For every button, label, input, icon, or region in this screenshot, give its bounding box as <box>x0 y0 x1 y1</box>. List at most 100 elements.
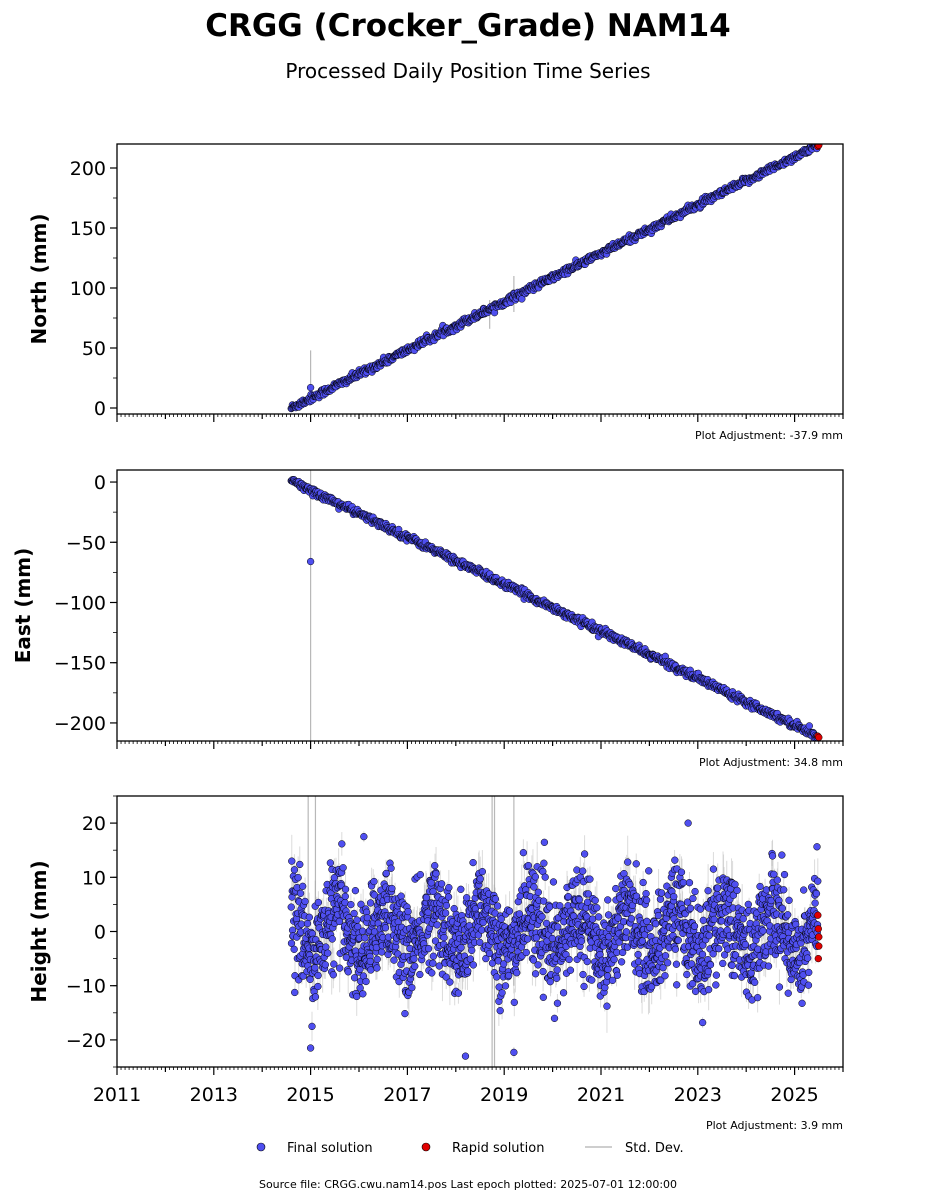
final-solution-point <box>370 877 378 886</box>
final-solution-point <box>429 952 438 960</box>
final-solution-point <box>336 964 344 972</box>
y-tick-label: 150 <box>70 218 106 240</box>
final-solution-point <box>362 977 370 986</box>
final-solution-point <box>326 859 335 867</box>
final-solution-point <box>424 908 432 916</box>
final-solution-point <box>416 970 424 979</box>
final-solution-point <box>344 968 352 976</box>
final-solution-point <box>290 945 298 953</box>
final-solution-point <box>416 870 424 879</box>
final-solution-point <box>390 956 398 964</box>
final-solution-point <box>410 955 418 963</box>
final-solution-point <box>287 939 296 947</box>
final-solution-point <box>308 1022 316 1031</box>
final-solution-point <box>498 989 506 997</box>
final-solution-point <box>497 915 505 923</box>
plot-adjustment-label: Plot Adjustment: -37.9 mm <box>695 429 843 442</box>
final-solution-point <box>485 949 494 958</box>
final-solution-point <box>291 988 299 997</box>
final-solution-point <box>493 973 501 981</box>
final-solution-point <box>367 966 375 974</box>
y-tick-label: −150 <box>54 653 106 675</box>
plot-area <box>287 144 823 413</box>
final-solution-point <box>457 885 465 893</box>
final-solution-point <box>350 974 359 982</box>
final-solution-point <box>476 938 484 947</box>
final-solution-point <box>457 943 465 952</box>
y-tick-label: 0 <box>94 472 106 494</box>
final-solution-point <box>366 899 375 907</box>
rapid-solution-point <box>815 733 823 741</box>
final-solution-point <box>440 933 448 942</box>
final-solution-point <box>351 886 360 895</box>
final-solution-point <box>314 982 322 991</box>
final-solution-point <box>397 892 405 900</box>
final-solution-point <box>296 860 304 869</box>
final-solution-point <box>427 879 435 887</box>
final-solution-point <box>359 990 367 998</box>
y-tick-label: 0 <box>94 398 106 420</box>
final-solution-point <box>491 895 500 903</box>
plot-adjustment-label: Plot Adjustment: 34.8 mm <box>699 756 843 769</box>
final-solution-point <box>341 885 350 893</box>
final-solution-point <box>306 557 315 566</box>
final-solution-point <box>474 931 483 939</box>
final-solution-point <box>401 1009 409 1018</box>
final-solution-point <box>505 907 514 915</box>
final-solution-point <box>429 887 437 896</box>
final-solution-point <box>442 973 450 981</box>
y-tick-label: 100 <box>70 278 106 300</box>
figure-subtitle: Processed Daily Position Time Series <box>285 59 650 83</box>
final-solution-point <box>303 919 312 928</box>
final-solution-point <box>373 964 381 972</box>
final-solution-point <box>422 893 431 902</box>
final-solution-point <box>363 914 372 922</box>
final-solution-point <box>408 984 416 992</box>
final-solution-point <box>339 864 347 872</box>
final-solution-point <box>478 926 486 934</box>
final-solution-point <box>444 893 453 901</box>
final-solution-point <box>314 971 322 980</box>
y-axis-label: East (mm) <box>11 548 35 664</box>
final-solution-point <box>463 894 471 902</box>
final-solution-point <box>305 913 313 921</box>
final-solution-point <box>482 954 490 963</box>
y-tick-label: 200 <box>70 158 106 180</box>
final-solution-point <box>424 944 433 953</box>
plot-area <box>287 470 823 741</box>
final-solution-point <box>464 967 472 975</box>
final-solution-point <box>469 961 477 969</box>
final-solution-point <box>501 982 510 990</box>
y-axis-label: North (mm) <box>27 213 51 344</box>
final-solution-point <box>388 884 396 893</box>
final-solution-point <box>479 918 487 927</box>
final-solution-point <box>437 880 446 888</box>
final-solution-point <box>373 955 381 963</box>
final-solution-point <box>505 971 513 980</box>
final-solution-point <box>296 889 305 897</box>
final-solution-point <box>306 383 315 392</box>
final-solution-point <box>314 898 323 907</box>
east-panel: 0 −50 −100 −150 −200 East (mm) Plot Adjustment… <box>11 469 844 769</box>
final-solution-point <box>466 955 475 963</box>
final-solution-point <box>378 948 386 956</box>
plot-area <box>287 796 823 1067</box>
final-solution-point <box>446 978 454 986</box>
final-solution-point <box>387 864 395 872</box>
final-solution-point <box>324 949 332 957</box>
final-solution-point <box>478 867 487 876</box>
final-solution-point <box>330 960 338 968</box>
final-solution-point <box>433 921 441 929</box>
final-solution-point <box>366 957 374 966</box>
final-solution-point <box>294 874 302 882</box>
final-solution-point <box>306 975 314 984</box>
final-solution-point <box>287 903 295 911</box>
y-tick-label: −200 <box>54 713 106 735</box>
final-solution-point <box>341 892 349 901</box>
final-solution-point <box>321 961 329 969</box>
final-solution-point <box>297 920 306 928</box>
y-tick-label: 50 <box>82 338 106 360</box>
final-solution-point <box>442 901 451 910</box>
final-solution-point <box>431 862 439 870</box>
